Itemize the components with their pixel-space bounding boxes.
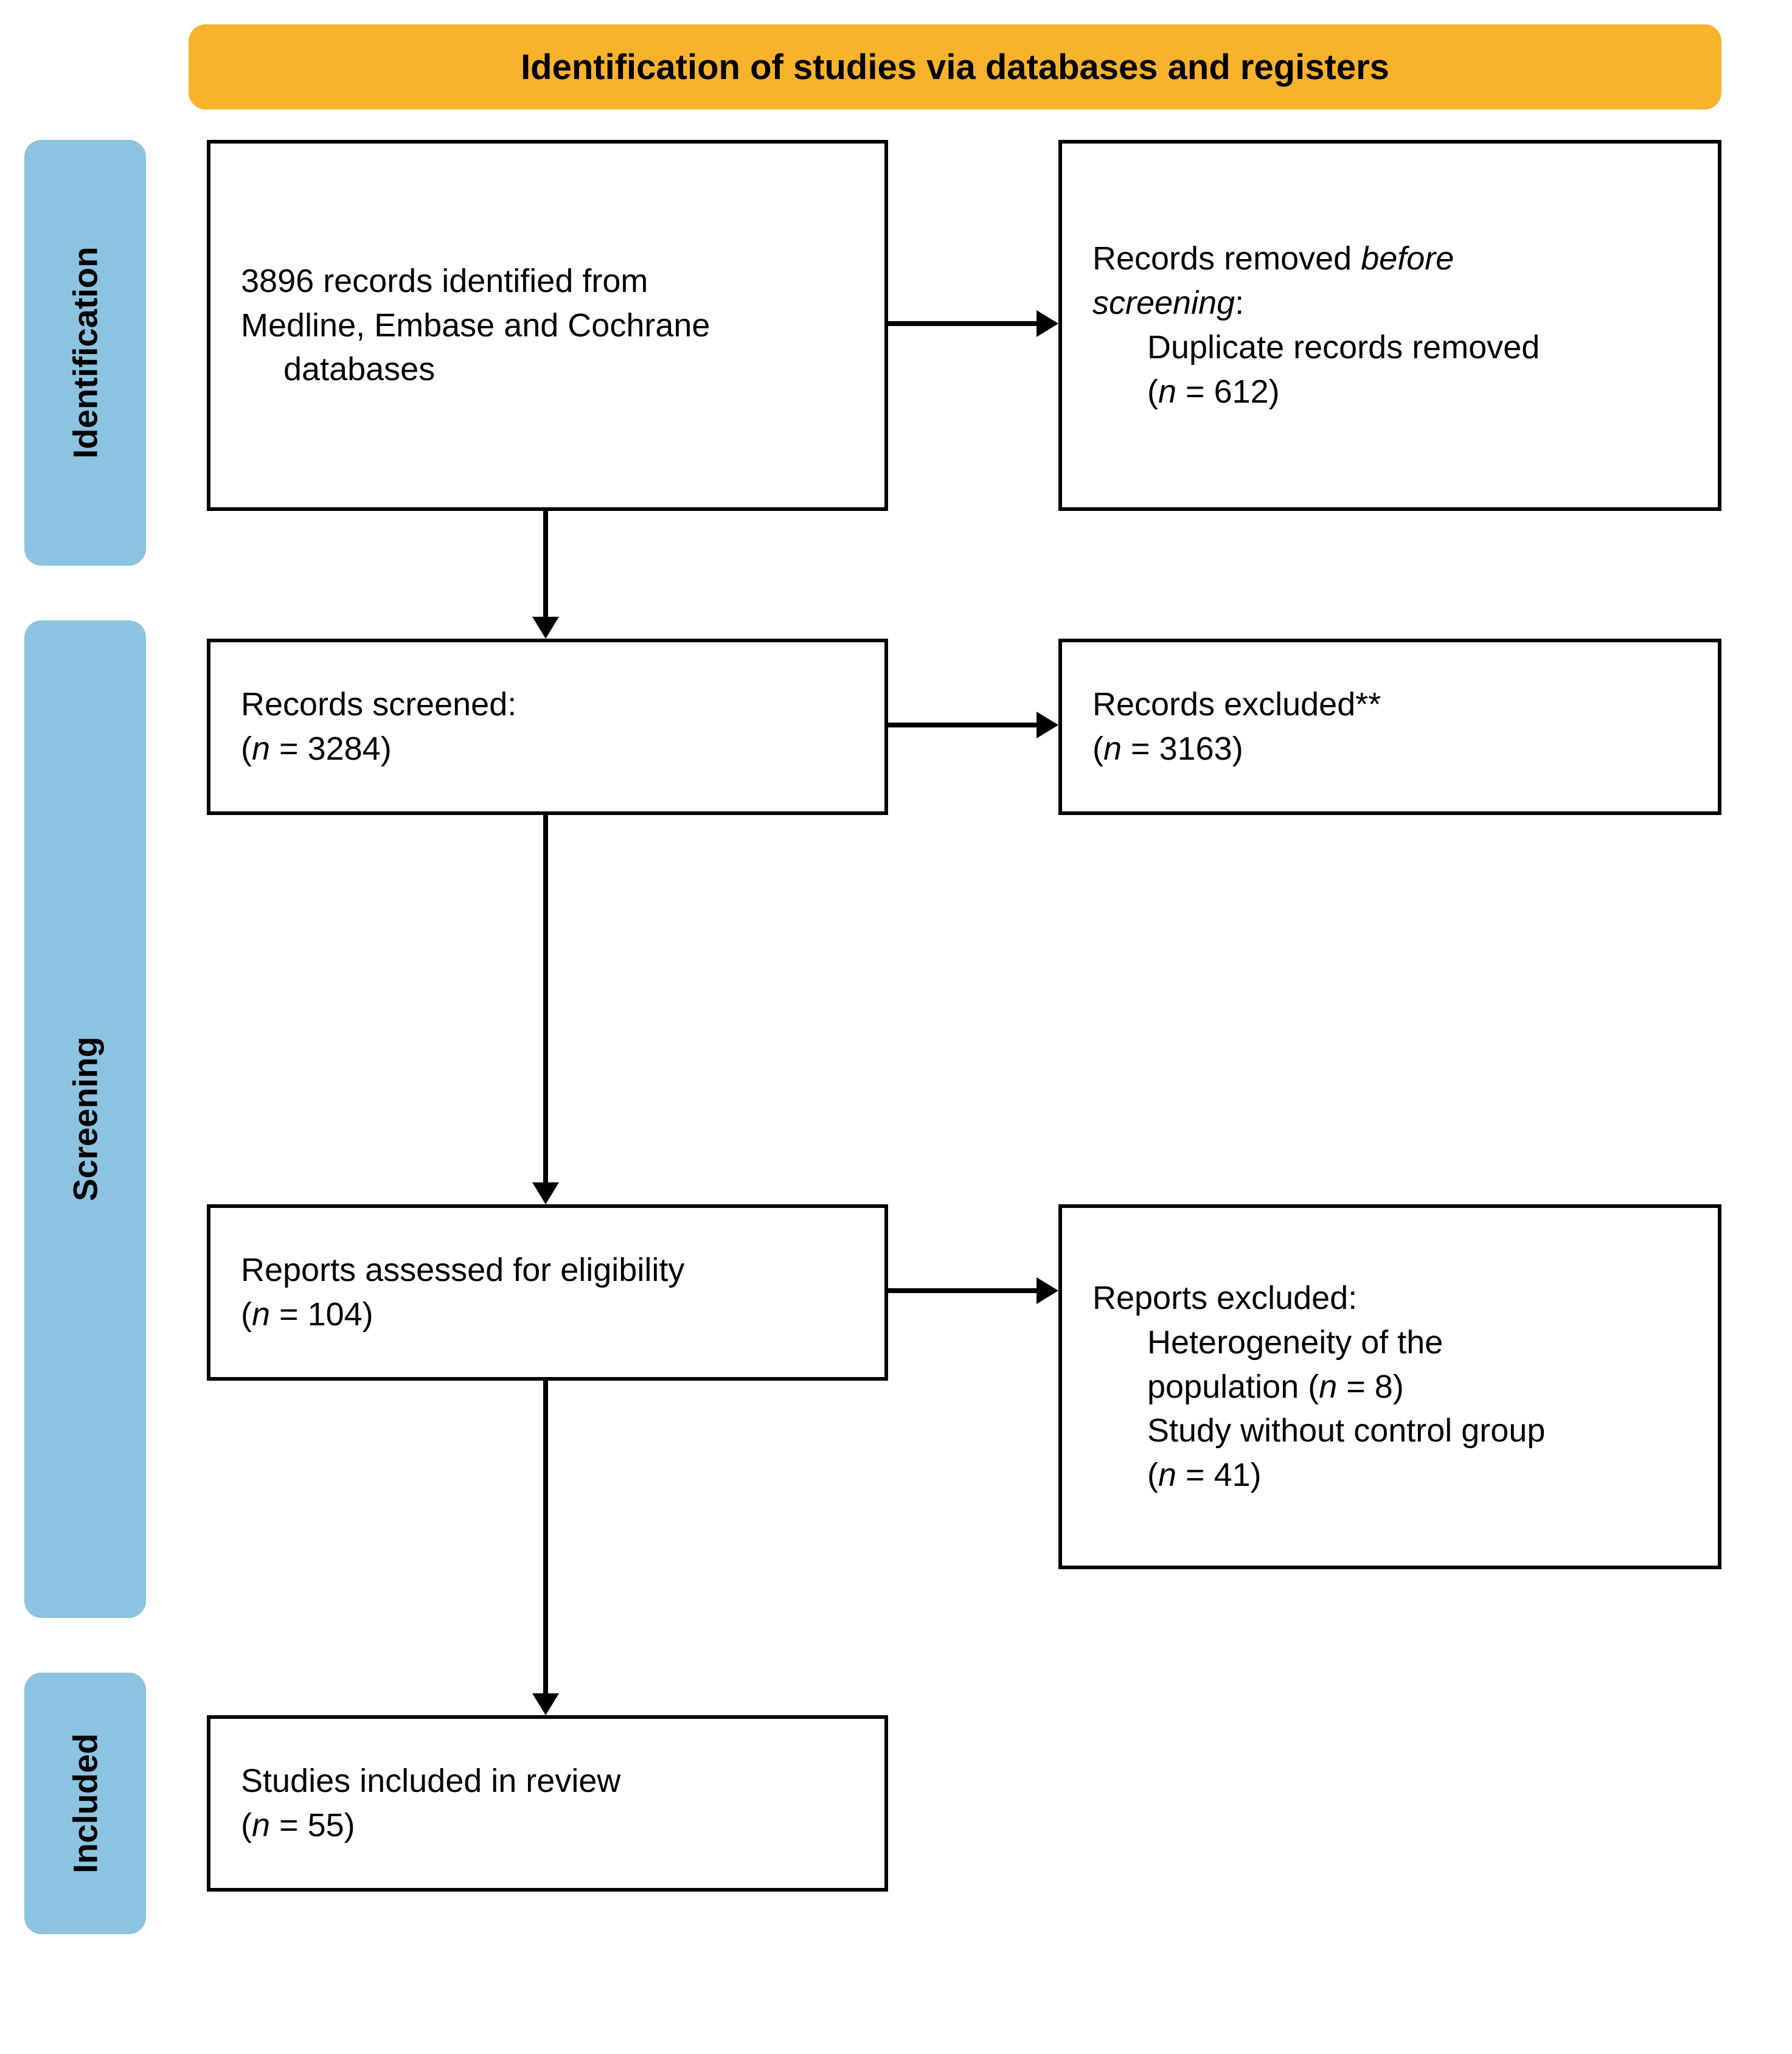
n-label: n [1103,730,1122,767]
node-assessed: Reports assessed for eligibility (n = 104… [207,1204,888,1381]
text: Medline, Embase and Cochrane [241,307,710,344]
node-identified: 3896 records identified from Medline, Emb… [207,140,888,511]
n-value: = 104) [270,1296,373,1333]
arrow-line [888,723,1037,727]
text: Duplicate records removed [1147,329,1540,366]
text: Records removed [1092,240,1361,277]
node-line: Reports assessed for eligibility [241,1248,854,1292]
text: Study without control group [1147,1412,1545,1449]
node-line: (n = 3284) [241,727,854,771]
prisma-flowchart: Identification of studies via databases … [24,24,1768,2030]
header-title: Identification of studies via databases … [521,47,1389,88]
arrow-head-down-icon [532,1693,559,1715]
arrow-line [543,815,548,1182]
text: Studies included in review [241,1763,620,1799]
stage-label-included: Included [24,1673,146,1934]
node-line: population (n = 8) [1092,1365,1687,1409]
node-line: (n = 55) [241,1803,854,1848]
header-bar: Identification of studies via databases … [189,24,1721,109]
n-label: n [1158,1457,1176,1493]
text: population ( [1147,1369,1319,1405]
node-line: Duplicate records removed [1092,325,1687,370]
n-value: = 3163) [1122,730,1243,767]
text: Records excluded** [1092,686,1381,723]
node-screened: Records screened: (n = 3284) [207,639,888,815]
stage-label-text: Screening [66,1037,105,1202]
text: Records screened: [241,686,516,723]
arrow-line [888,321,1037,326]
node-line: (n = 612) [1092,370,1687,414]
arrow-line [888,1288,1037,1293]
n-label: n [252,1296,270,1333]
n-value: = 612) [1176,373,1280,410]
stage-label-text: Identification [66,247,105,459]
arrow-head-down-icon [532,617,559,639]
arrow-head-right-icon [1037,310,1058,337]
arrow-line [543,1381,548,1693]
arrow-head-right-icon [1037,712,1058,738]
paren-open: ( [1092,730,1103,767]
stage-label-text: Included [66,1733,105,1873]
text: 3896 records identified from [241,263,648,299]
n-label: n [252,730,270,767]
text: : [1235,285,1244,321]
n-label: n [1319,1369,1337,1405]
node-line: Records screened: [241,682,854,727]
node-included-box: Studies included in review (n = 55) [207,1715,888,1892]
node-excluded: Records excluded** (n = 3163) [1058,639,1721,815]
n-value: = 3284) [270,730,392,767]
paren-open: ( [1147,1457,1158,1493]
node-reports-excluded: Reports excluded: Heterogeneity of the pop… [1058,1204,1721,1569]
n-label: n [252,1807,270,1844]
node-removed-before: Records removed beforescreening:Duplicat… [1058,140,1721,511]
node-line: Study without control group [1092,1409,1687,1453]
node-line: Reports excluded: [1092,1276,1687,1320]
arrow-head-down-icon [532,1182,559,1204]
paren-open: ( [241,1807,252,1844]
stage-label-screening: Screening [24,620,146,1618]
node-line: (n = 41) [1092,1453,1687,1497]
text: Heterogeneity of the [1147,1324,1443,1361]
text: databases [283,351,435,387]
text: Reports excluded: [1092,1280,1357,1316]
paren-open: ( [1147,373,1158,410]
italic-text: before [1361,240,1454,277]
stage-label-identification: Identification [24,140,146,566]
n-value: = 8) [1337,1369,1404,1405]
node-line: screening: [1092,281,1687,325]
node-line: Studies included in review [241,1759,854,1803]
arrow-head-right-icon [1037,1277,1058,1304]
node-line: Records removed before [1092,237,1687,281]
italic-text: screening [1092,285,1235,321]
n-value: = 41) [1176,1457,1262,1493]
text: Reports assessed for eligibility [241,1252,684,1288]
node-line: (n = 3163) [1092,727,1687,771]
paren-open: ( [241,730,252,767]
node-line: databases [241,347,854,392]
node-line: 3896 records identified from [241,259,854,304]
paren-open: ( [241,1296,252,1333]
node-line: Medline, Embase and Cochrane [241,304,854,348]
arrow-line [543,511,548,617]
node-line: (n = 104) [241,1292,854,1337]
node-line: Records excluded** [1092,682,1687,727]
n-value: = 55) [270,1807,355,1844]
node-line: Heterogeneity of the [1092,1320,1687,1365]
n-label: n [1158,373,1176,410]
